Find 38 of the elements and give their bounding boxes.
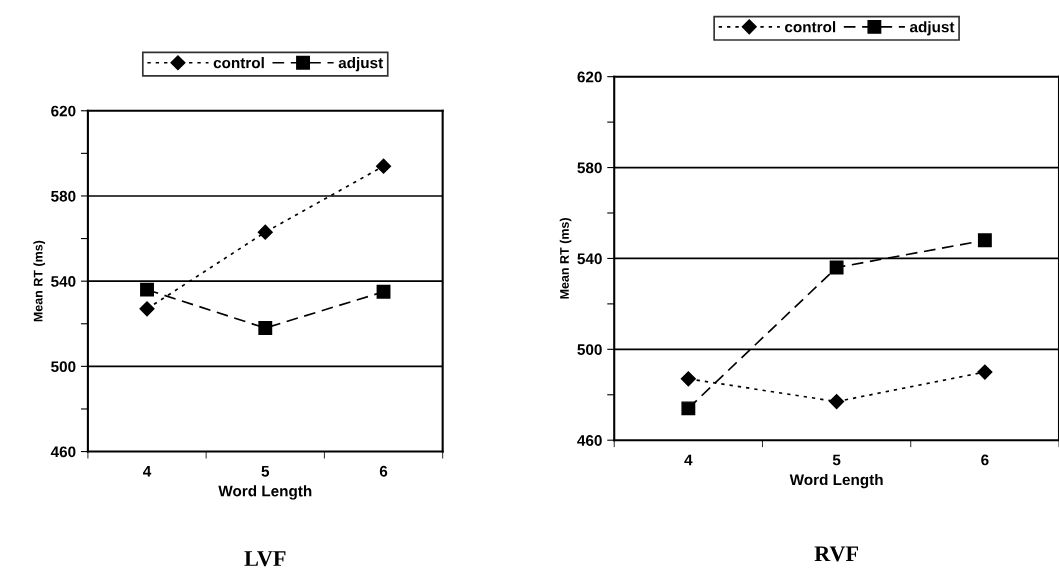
point [681, 401, 696, 416]
y-axis-title: Mean RT (ms) [33, 240, 46, 322]
y-tick-label: 540 [51, 276, 76, 287]
x-tick-label: 5 [832, 454, 841, 466]
text: LVF [244, 551, 286, 567]
text: RVF [814, 546, 858, 562]
y-tick-label: 500 [51, 361, 76, 373]
point [829, 260, 844, 275]
point [375, 158, 392, 174]
legend-label: adjust [338, 57, 383, 72]
point [680, 371, 696, 387]
y-axis-title: Mean RT (ms) [559, 218, 572, 299]
legend-label: control [785, 21, 836, 33]
x-tick-label: 4 [143, 466, 152, 477]
y-tick-label: 540 [577, 253, 602, 265]
legend-label: control [213, 57, 264, 69]
y-tick-label: 580 [51, 190, 76, 202]
x-axis-title: Word Length [789, 473, 883, 489]
y-tick-label: 580 [577, 162, 602, 174]
point [376, 284, 391, 299]
x-axis-title: Word Length [218, 485, 312, 500]
y-tick-label: 460 [50, 446, 76, 458]
legend-label: adjust [909, 21, 955, 36]
point [977, 364, 993, 380]
x-tick-label: 5 [261, 466, 270, 477]
y-tick-label: 620 [577, 71, 602, 83]
point [977, 233, 992, 248]
y-tick-label: 500 [577, 344, 602, 356]
x-tick-label: 6 [981, 454, 989, 466]
point [257, 224, 273, 240]
point [258, 321, 273, 335]
y-tick-label: 460 [577, 435, 602, 446]
point [829, 394, 845, 410]
y-tick-label: 620 [51, 105, 76, 117]
point [140, 282, 154, 297]
x-tick-label: 4 [684, 454, 693, 466]
point [139, 301, 155, 317]
x-tick-label: 6 [379, 465, 388, 477]
